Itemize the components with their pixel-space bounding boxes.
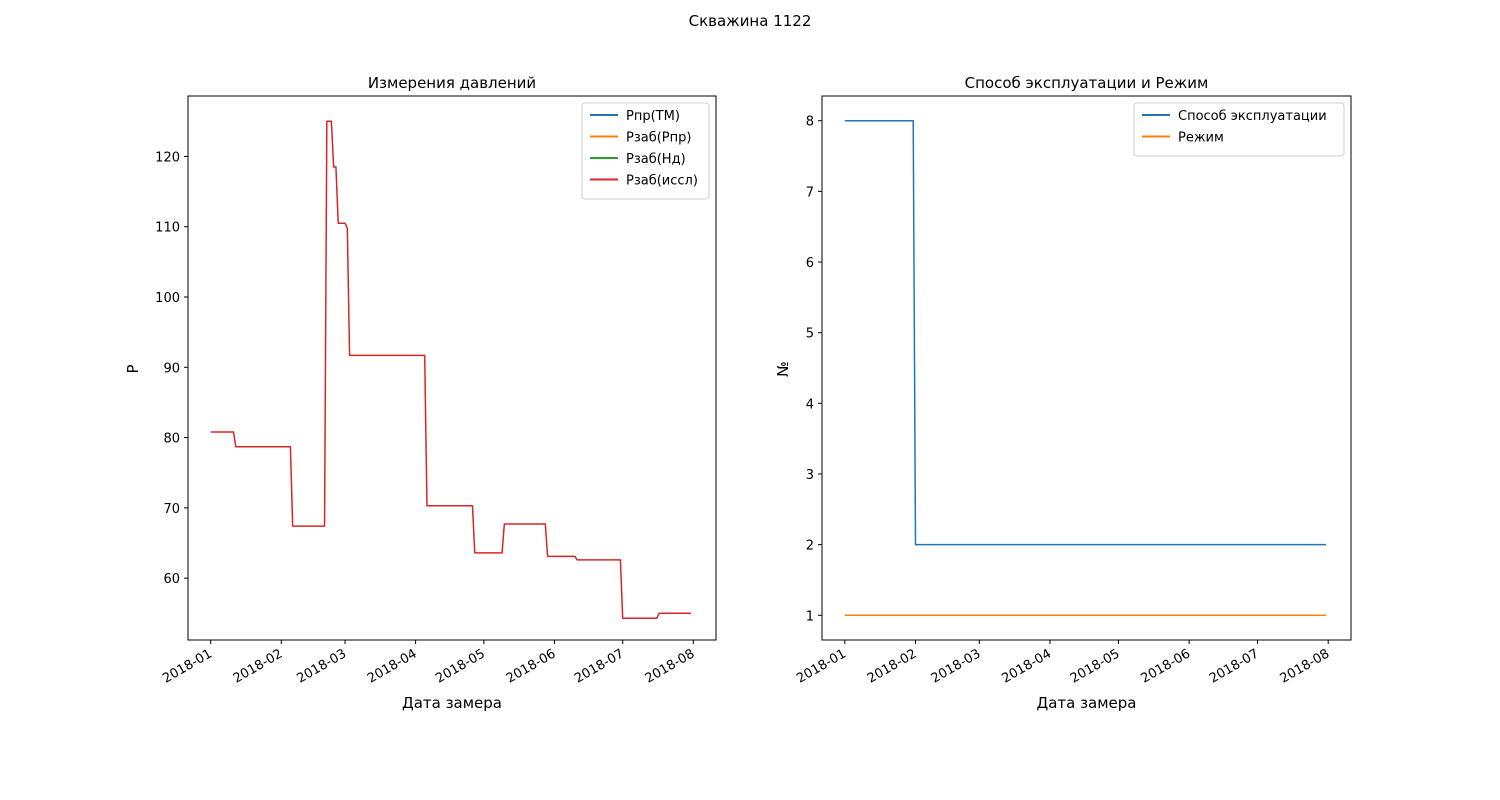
mode-x-tick-label-2018-05: 2018-05	[1068, 646, 1123, 686]
pressure-x-axis-label: Дата замера	[402, 694, 502, 712]
mode-x-tick-label-2018-03: 2018-03	[929, 646, 984, 686]
mode-x-tick-label-2018-07: 2018-07	[1207, 646, 1262, 686]
mode-x-tick-label-2018-04: 2018-04	[999, 646, 1054, 686]
pressure-y-tick-label-70: 70	[163, 502, 180, 517]
pressure-chart-title: Измерения давлений	[368, 74, 536, 92]
mode-y-tick-label-5: 5	[806, 327, 814, 342]
mode-y-tick-label-6: 6	[806, 256, 814, 271]
mode-x-axis-label: Дата замера	[1036, 694, 1136, 712]
pressure-plot-frame	[187, 95, 717, 641]
mode-chart-title: Способ эксплуатации и Режим	[965, 74, 1209, 92]
pressure-x-tick-label-2018-04: 2018-04	[365, 646, 420, 686]
pressure-y-tick-label-120: 120	[155, 150, 180, 165]
pressure-x-tick-label-2018-03: 2018-03	[294, 646, 349, 686]
mode-legend-label-1: Способ эксплуатации	[1178, 109, 1327, 124]
mode-y-tick-label-8: 8	[806, 115, 814, 130]
mode-series-group	[844, 119, 1326, 617]
pressure-legend-label-4: Рзаб(иссл)	[626, 174, 698, 189]
pressure-legend-label-2: Рзаб(Рпр)	[626, 131, 691, 146]
pressure-y-tick-label-100: 100	[155, 291, 180, 306]
pressure-legend: Рпр(ТМ) Рзаб(Рпр) Рзаб(Нд) Рзаб(иссл)	[581, 102, 710, 200]
mode-x-tick-label-2018-02: 2018-02	[865, 646, 920, 686]
mode-legend: Способ эксплуатации Режим	[1133, 102, 1345, 157]
mode-y-tick-label-2: 2	[806, 539, 814, 554]
figure-title: Скважина 1122	[688, 12, 812, 30]
pressure-legend-label-3: Рзаб(Нд)	[626, 152, 686, 167]
mode-chart: Способ эксплуатации и Режим 2018-01 2018-0…	[774, 74, 1352, 712]
pressure-x-tick-label-2018-01: 2018-01	[160, 646, 215, 686]
pressure-series-group	[210, 120, 691, 619]
pressure-x-tick-label-2018-02: 2018-02	[231, 646, 286, 686]
mode-y-tick-label-7: 7	[806, 185, 814, 200]
pressure-y-tick-label-80: 80	[163, 432, 180, 447]
pressure-x-tick-label-2018-06: 2018-06	[504, 646, 559, 686]
mode-x-tick-label-2018-06: 2018-06	[1139, 646, 1194, 686]
pressure-x-tick-label-2018-05: 2018-05	[433, 646, 488, 686]
mode-y-axis-label: №	[774, 361, 792, 377]
pressure-x-tick-label-2018-08: 2018-08	[643, 646, 698, 686]
mode-y-tick-label-1: 1	[806, 609, 814, 624]
pressure-y-axis-label: P	[124, 364, 142, 373]
mode-x-tick-label-2018-01: 2018-01	[794, 646, 849, 686]
pressure-y-tick-label-60: 60	[163, 572, 180, 587]
pressure-legend-label-1: Рпр(ТМ)	[626, 109, 680, 124]
mode-legend-box	[1133, 102, 1345, 157]
mode-legend-label-2: Режим	[1178, 131, 1224, 146]
pressure-chart: Измерения давлений 2018-01 2018-02 2018-03 2…	[124, 74, 717, 712]
mode-series-line-1	[844, 119, 1326, 546]
pressure-x-tick-label-2018-07: 2018-07	[572, 646, 627, 686]
pressure-y-tick-label-90: 90	[163, 361, 180, 376]
mode-y-tick-label-4: 4	[806, 397, 814, 412]
mode-plot-frame	[821, 95, 1352, 641]
mode-x-tick-label-2018-08: 2018-08	[1278, 646, 1333, 686]
pressure-legend-box	[581, 102, 710, 200]
pressure-y-tick-label-110: 110	[155, 221, 180, 236]
mode-y-tick-label-3: 3	[806, 468, 814, 483]
pressure-series-line-4	[210, 120, 691, 619]
